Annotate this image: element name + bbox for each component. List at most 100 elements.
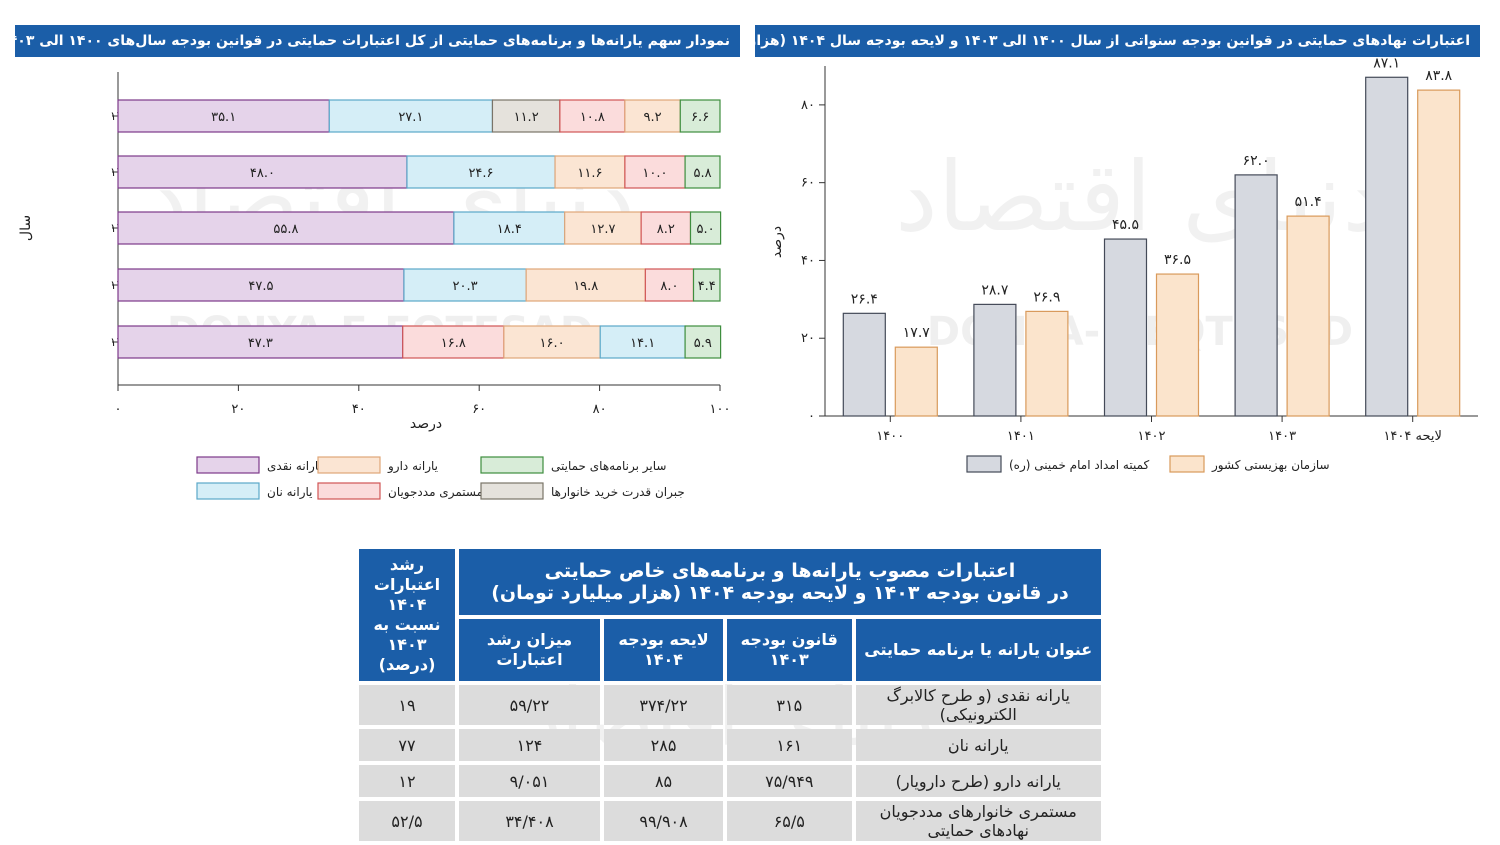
table-row: یارانه دارو (طرح دارویار) ۷۵/۹۴۹ ۸۵ ۹/۰۵… (359, 765, 1101, 797)
table-cell: یارانه نان (855, 729, 1101, 761)
x-tick-label: ۶۰ (472, 402, 486, 417)
bar-behzisti (1417, 89, 1461, 417)
legend-label: کمیته امداد امام خمینی (ره) (1009, 458, 1150, 473)
bar-segment-bread (406, 155, 556, 189)
x-tick-label: ۱۴۰۰ (876, 429, 904, 444)
y-tick-label: ۲۰ (801, 331, 815, 346)
bar-segment-drug (564, 211, 642, 245)
y-tick-label: ۴۰ (801, 253, 815, 268)
data-label: ۱۸.۴ (497, 222, 522, 237)
bar-segment-client (640, 211, 692, 245)
bar-segment-client (624, 155, 686, 189)
data-label: ۲۶.۴ (851, 291, 878, 307)
y-tick-label: ۸۰ (801, 98, 815, 113)
table-cell: ۳۱۵ (727, 685, 852, 725)
table-cell: ۶۵/۵ (727, 801, 852, 841)
data-label: ۱۱.۶ (577, 166, 602, 181)
bar-segment-other (692, 268, 721, 302)
table-row: مستمری خانوارهای مددجویان نهادهای حمایتی… (359, 801, 1101, 841)
bar-segment-cash (117, 268, 405, 302)
legend-label-drug: یارانه دارو (387, 459, 438, 474)
budget-table: اعتبارات مصوب یارانه‌ها و برنامه‌های خاص… (355, 545, 1105, 845)
legend-swatch-client (317, 482, 381, 500)
legend-label-other: سایر برنامه‌های حمایتی (551, 459, 666, 474)
bar-segment-client (402, 325, 505, 359)
bar-emdad (1365, 76, 1409, 417)
stacked-bar-chart: ۰۲۰۴۰۶۰۸۰۱۰۰درصدساللایحه ۱۴۰۴۳۵.۱۲۷.۱۱۱.… (18, 72, 730, 500)
data-label: ۵.۸ (693, 166, 711, 181)
legend-label-comp: جبران قدرت خرید خانوارها (551, 485, 685, 500)
bar-behzisti (1286, 215, 1330, 417)
bar-segment-bread (453, 211, 566, 245)
header-bill-1404: لایحه بودجه ۱۴۰۴ (604, 619, 724, 681)
data-label: ۲۸.۷ (981, 282, 1008, 298)
data-label: ۲۰.۳ (453, 279, 478, 294)
legend-label-bread: یارانه نان (267, 485, 313, 500)
data-label: ۱۰.۰ (642, 166, 667, 181)
y-tick-label: ۶۰ (801, 176, 815, 191)
table-cell: ۹/۰۵۱ (459, 765, 600, 797)
data-label: ۵۱.۴ (1295, 194, 1322, 210)
table-cell: ۳۷۴/۲۲ (604, 685, 724, 725)
x-tick-label: ۸۰ (593, 402, 607, 417)
bar-segment-cash (117, 325, 404, 359)
table-row: یارانه نان ۱۶۱ ۲۸۵ ۱۲۴ ۷۷ (359, 729, 1101, 761)
data-label: ۱۰.۸ (580, 110, 605, 125)
x-tick-label: ۱۴۰۲ (1138, 429, 1166, 444)
bar-behzisti (1155, 273, 1200, 417)
table-cell: ۷۷ (359, 729, 455, 761)
data-label: ۱۶.۰ (539, 336, 564, 351)
legend-swatch-other (480, 456, 544, 474)
legend-swatch (966, 455, 1002, 473)
header-growth-amount: میزان رشد اعتبارات (459, 619, 600, 681)
bar-segment-drug (624, 99, 681, 133)
table-title: اعتبارات مصوب یارانه‌ها و برنامه‌های خاص… (459, 549, 1101, 616)
bar-emdad (842, 312, 886, 417)
grouped-bar-chart: ۰ ۲۰ ۴۰ ۶۰ ۸۰ درصد ۱۴۰۰ ۲۶.۴ ۱۷.۷ ۱۴۰۱ ۲۸.۷ ۲۶.۹ ۱۴۰… (769, 55, 1478, 473)
bar-emdad (1234, 174, 1278, 417)
header-growth-percent: رشد اعتبارات ۱۴۰۴ نسبت به ۱۴۰۳ (درصد) (359, 549, 455, 681)
table-cell: ۸۵ (604, 765, 724, 797)
data-label: ۵۵.۸ (273, 222, 298, 237)
data-label: ۳۶.۵ (1164, 252, 1191, 268)
header-title: عنوان یارانه یا برنامه حمایتی (855, 619, 1101, 681)
data-label: ۶.۶ (691, 110, 709, 125)
legend-swatch-drug (317, 456, 381, 474)
table-cell: ۷۵/۹۴۹ (727, 765, 852, 797)
data-label: ۶۲.۰ (1243, 153, 1270, 169)
legend-swatch-cash (196, 456, 260, 474)
legend-swatch (1169, 455, 1205, 473)
data-label: ۸۷.۱ (1373, 55, 1400, 71)
data-label: ۸.۰ (660, 279, 678, 294)
data-label: ۱۱.۲ (514, 110, 539, 125)
table-cell: ۱۶۱ (727, 729, 852, 761)
bar-behzisti (894, 346, 938, 417)
legend-label-cash: یارانه نقدی (267, 459, 322, 474)
data-label: ۴.۴ (698, 279, 716, 294)
bar-segment-cash (117, 155, 408, 189)
bar-segment-other (684, 325, 722, 359)
bar-segment-other (679, 99, 721, 133)
legend-swatch-comp (480, 482, 544, 500)
header-budget-1403: قانون بودجه ۱۴۰۳ (727, 619, 852, 681)
x-tick-label: ۰ (115, 402, 122, 417)
legend-swatch-bread (196, 482, 260, 500)
table-title-line1: اعتبارات مصوب یارانه‌ها و برنامه‌های خاص… (544, 560, 1016, 583)
data-label: ۲۴.۶ (468, 166, 493, 181)
x-tick-label: ۱۰۰ (710, 402, 731, 417)
bar-segment-drug (525, 268, 646, 302)
bar-segment-cash (117, 99, 330, 133)
data-label: ۴۷.۳ (248, 336, 273, 351)
data-label: ۲۶.۹ (1033, 289, 1060, 305)
bar-chart-title: اعتبارات نهادهای حمایتی در قوانین بودجه … (755, 25, 1480, 57)
y-axis-label: سال (18, 215, 34, 241)
bar-emdad (1103, 238, 1148, 417)
bar-segment-drug (554, 155, 626, 189)
table-cell: ۱۲۴ (459, 729, 600, 761)
table-cell: مستمری خانوارهای مددجویان نهادهای حمایتی (855, 801, 1101, 841)
bar-segment-comp (491, 99, 561, 133)
table-cell: ۲۸۵ (604, 729, 724, 761)
table-cell: یارانه دارو (طرح دارویار) (855, 765, 1101, 797)
bar-segment-bread (328, 99, 494, 133)
x-tick-label: ۱۴۰۳ (1268, 429, 1296, 444)
